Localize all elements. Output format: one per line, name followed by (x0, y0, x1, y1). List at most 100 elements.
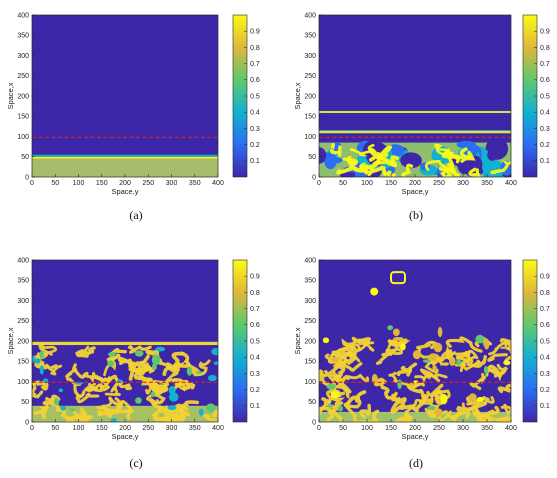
x-tick-label: 250 (433, 180, 445, 187)
chart-panel-d: 0 50 100 150 200 250 300 350 400 0 50 100 150 200 250 3… (293, 257, 550, 470)
pattern-stripe (153, 416, 171, 422)
pattern-blob (34, 358, 41, 364)
colorbar-tick-label: 0.7 (250, 61, 260, 68)
y-tick-label: 250 (304, 318, 316, 325)
pattern-stripe (41, 397, 57, 411)
panel-caption: (a) (129, 208, 142, 222)
pattern-stripe (414, 373, 448, 384)
y-tick-label: 350 (304, 278, 316, 285)
pattern-stripe (174, 381, 196, 392)
pattern-blob (483, 338, 490, 350)
y-tick-label: 0 (312, 419, 316, 426)
pattern-blob (432, 364, 437, 371)
x-tick-label: 150 (96, 425, 108, 432)
pattern-stripe (387, 339, 411, 348)
pattern-blob (437, 326, 443, 338)
pattern-stripe (73, 384, 86, 399)
pattern-stripe (390, 397, 407, 415)
pattern-stripe (378, 145, 393, 159)
y-tick-label: 150 (17, 359, 29, 366)
pattern-blob (456, 358, 462, 366)
pattern-stripe (497, 383, 511, 394)
colorbar-tick-label: 0.6 (250, 322, 260, 329)
pattern-blob (151, 354, 161, 366)
panel-caption: (b) (409, 208, 423, 222)
pattern-stripe (145, 349, 160, 362)
pattern-blob (107, 360, 115, 367)
pattern-blob (412, 349, 421, 360)
pattern-stripe (97, 397, 114, 418)
y-tick-label: 400 (17, 257, 29, 264)
colorbar-tick-label: 0.1 (540, 403, 550, 410)
pattern-stripe (133, 362, 150, 378)
pattern-stripe (412, 382, 425, 387)
pattern-stripe (373, 377, 393, 400)
pattern-stripe (454, 361, 467, 373)
chart-panel-a: 0 50 100 150 200 250 300 350 400 0 50 100 150 200 250 3… (6, 12, 260, 222)
y-tick-label: 300 (17, 298, 29, 305)
colorbar-tick-label: 0.6 (540, 77, 550, 84)
y-tick-label: 350 (17, 278, 29, 285)
pattern-stripe (166, 403, 185, 420)
pattern-blob (39, 350, 44, 360)
pattern-stripe (420, 390, 431, 404)
x-axis-label: Space,y (111, 432, 138, 441)
pattern-blob (205, 403, 216, 413)
front-halo (32, 154, 218, 157)
pattern-stripe (215, 411, 218, 415)
colorbar: 0.1 0.2 0.3 0.4 0.5 0.6 0.7 0.8 0.9 (232, 259, 260, 423)
y-tick-label: 100 (304, 379, 316, 386)
moving-band (32, 341, 218, 346)
colorbar-tick-label: 0.8 (250, 45, 260, 52)
x-tick-label: 50 (51, 180, 59, 187)
pattern-stripe (86, 376, 111, 393)
y-tick-label: 0 (25, 174, 29, 181)
panel-caption: (c) (129, 456, 142, 470)
colorbar-tick-label: 0.2 (250, 142, 260, 149)
pattern-blob (58, 388, 63, 393)
band-halo (319, 130, 511, 131)
y-tick-label: 200 (304, 338, 316, 345)
pattern-stripe (494, 417, 511, 422)
colorbar-tick-label: 0.3 (250, 126, 260, 133)
pattern-stripe (446, 409, 468, 422)
pattern-stripe (38, 343, 57, 356)
colorbar-tick-label: 0.4 (540, 110, 550, 117)
x-tick-label: 400 (212, 425, 224, 432)
y-tick-label: 0 (312, 174, 316, 181)
round-spot (370, 287, 379, 296)
y-tick-label: 50 (21, 399, 29, 406)
x-tick-label: 100 (361, 180, 373, 187)
pattern-blob (60, 405, 66, 411)
pattern-stripe (324, 366, 342, 383)
pattern-stripe (403, 398, 424, 421)
pattern-blob (167, 405, 177, 411)
pattern-stripe (442, 168, 460, 177)
pattern-stripe (349, 143, 378, 157)
pattern-blob (487, 149, 498, 161)
pattern-stripe (485, 367, 509, 378)
heatmap-field (32, 260, 218, 422)
pattern-stripe (65, 410, 88, 422)
y-tick-label: 300 (17, 53, 29, 60)
colorbar-tick-label: 0.1 (540, 158, 550, 165)
pattern-stripe (131, 354, 150, 370)
y-tick-label: 350 (304, 33, 316, 40)
colorbar-tick-label: 0.2 (250, 387, 260, 394)
colorbar-tick-label: 0.7 (540, 306, 550, 313)
pattern-stripe (376, 154, 395, 166)
y-axis-label: Space,x (293, 82, 302, 109)
y-tick-label: 0 (25, 419, 29, 426)
colorbar-tick-label: 0.3 (540, 126, 550, 133)
panel-caption: (d) (409, 456, 423, 470)
y-axis-label: Space,x (293, 327, 302, 354)
moving-band-1 (319, 130, 511, 134)
x-tick-label: 100 (73, 425, 85, 432)
x-tick-label: 200 (409, 180, 421, 187)
y-tick-label: 150 (304, 359, 316, 366)
pattern-stripe (343, 397, 362, 409)
pattern-blob (371, 373, 378, 384)
pattern-blob (449, 356, 456, 367)
heatmap-background (32, 15, 218, 177)
